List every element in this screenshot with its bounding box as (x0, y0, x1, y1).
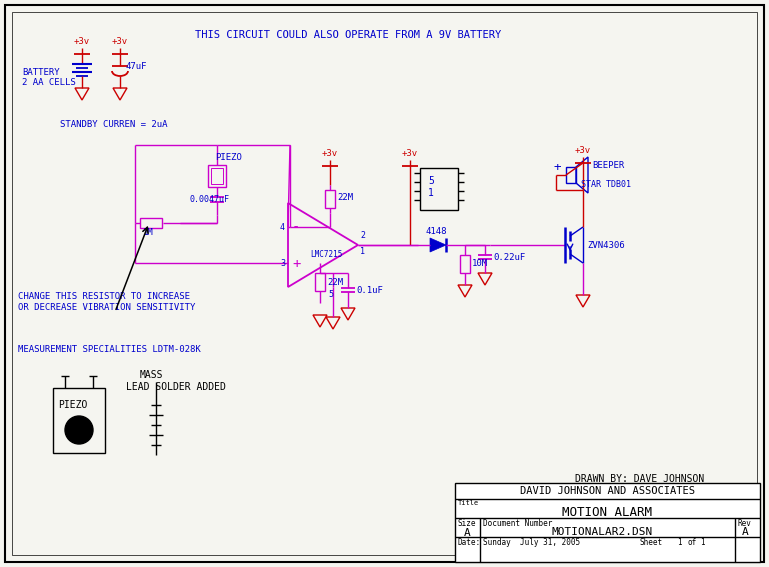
Bar (140, 218, 162, 228)
Bar (211, 168, 223, 184)
Text: 22M: 22M (337, 193, 353, 202)
Text: Document Number: Document Number (483, 519, 552, 528)
Bar (460, 255, 470, 273)
Text: THIS CIRCUIT COULD ALSO OPERATE FROM A 9V BATTERY: THIS CIRCUIT COULD ALSO OPERATE FROM A 9… (195, 30, 501, 40)
Text: 5: 5 (428, 176, 434, 186)
Text: +3v: +3v (575, 146, 591, 155)
Text: 10M: 10M (472, 259, 488, 268)
Text: Sheet: Sheet (640, 538, 663, 547)
Text: 0.1uF: 0.1uF (356, 286, 383, 295)
Text: 5: 5 (328, 290, 333, 299)
Text: 0.22uF: 0.22uF (493, 253, 525, 262)
Text: 0.0047uF: 0.0047uF (190, 195, 230, 204)
Text: MOTIONALAR2.DSN: MOTIONALAR2.DSN (552, 527, 653, 537)
Text: LMC7215: LMC7215 (310, 250, 342, 259)
Bar (566, 167, 576, 183)
Text: DRAWN BY: DAVE JOHNSON: DRAWN BY: DAVE JOHNSON (575, 474, 704, 484)
Text: PIEZO: PIEZO (58, 400, 88, 410)
Text: 4148: 4148 (425, 227, 447, 236)
Bar (53, 388, 105, 453)
Bar (208, 165, 226, 187)
Text: 1: 1 (677, 538, 681, 547)
Text: Size: Size (458, 519, 477, 528)
Text: Title: Title (458, 500, 479, 506)
Bar (455, 483, 760, 562)
Text: LEAD SOLDER ADDED: LEAD SOLDER ADDED (126, 382, 226, 392)
Text: 1M: 1M (143, 228, 154, 237)
Text: 1: 1 (700, 538, 704, 547)
Text: 4: 4 (280, 223, 285, 232)
Text: +: + (554, 161, 561, 174)
Text: +: + (292, 257, 301, 271)
Text: 1: 1 (360, 247, 365, 256)
Text: DAVID JOHNSON AND ASSOCIATES: DAVID JOHNSON AND ASSOCIATES (520, 486, 695, 496)
Bar (325, 190, 335, 208)
Text: OR DECREASE VIBRATION SENSITIVITY: OR DECREASE VIBRATION SENSITIVITY (18, 303, 195, 312)
Text: MEASUREMENT SPECIALITIES LDTM-028K: MEASUREMENT SPECIALITIES LDTM-028K (18, 345, 201, 354)
Text: +3v: +3v (322, 149, 338, 158)
Text: MOTION ALARM: MOTION ALARM (562, 506, 653, 519)
Text: 47uF: 47uF (125, 62, 147, 71)
Text: Sunday  July 31, 2005: Sunday July 31, 2005 (483, 538, 580, 547)
Text: of: of (687, 538, 696, 547)
Text: ZVN4306: ZVN4306 (587, 241, 624, 250)
Text: STAR TDB01: STAR TDB01 (581, 180, 631, 189)
Text: STANDBY CURREN = 2uA: STANDBY CURREN = 2uA (60, 120, 168, 129)
Text: PIEZO: PIEZO (215, 153, 242, 162)
Bar (420, 168, 458, 210)
Polygon shape (430, 238, 446, 252)
Text: -: - (292, 221, 301, 235)
Text: +3v: +3v (402, 149, 418, 158)
Text: 3: 3 (280, 259, 285, 268)
Text: Rev: Rev (737, 519, 751, 528)
Text: MASS: MASS (140, 370, 164, 380)
Text: +3v: +3v (112, 37, 128, 46)
Text: 22M: 22M (327, 278, 343, 287)
Text: +3v: +3v (74, 37, 90, 46)
Text: CHANGE THIS RESISTOR TO INCREASE: CHANGE THIS RESISTOR TO INCREASE (18, 292, 190, 301)
Text: BEEPER: BEEPER (592, 161, 624, 170)
Circle shape (65, 416, 93, 444)
Bar (315, 273, 325, 291)
Text: Date:: Date: (458, 538, 481, 547)
Text: A: A (464, 528, 471, 538)
Text: 1: 1 (428, 188, 434, 198)
Text: A: A (741, 527, 748, 537)
Text: 2 AA CELLS: 2 AA CELLS (22, 78, 76, 87)
Text: 2: 2 (360, 231, 365, 240)
Text: BATTERY: BATTERY (22, 68, 60, 77)
